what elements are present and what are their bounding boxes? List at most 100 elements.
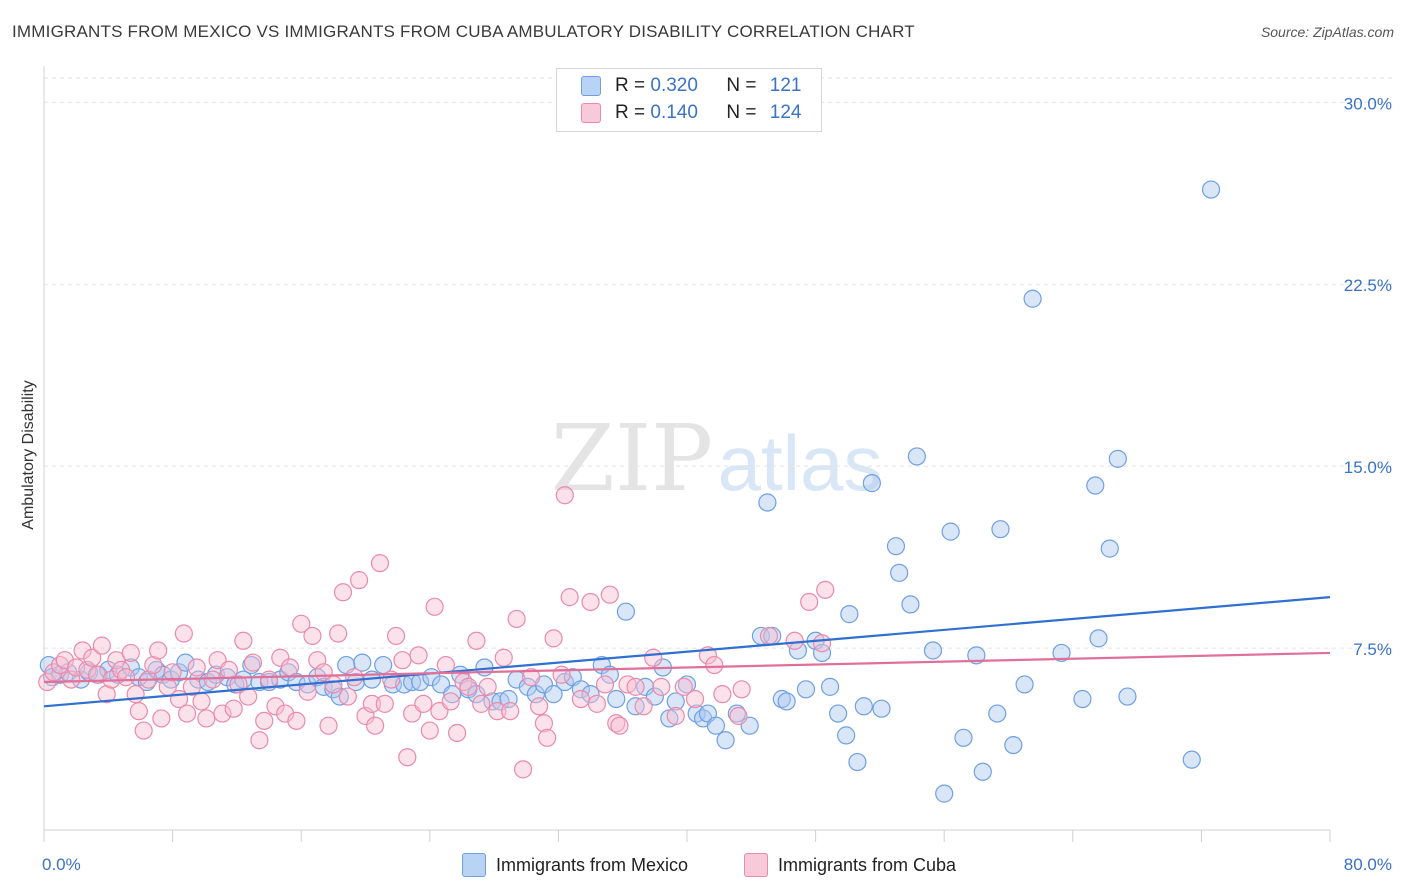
cuba-point bbox=[607, 714, 626, 733]
cuba-point bbox=[414, 694, 433, 713]
cuba-point bbox=[243, 653, 263, 672]
watermark-zip: ZIP bbox=[551, 405, 713, 512]
cuba-point bbox=[362, 694, 382, 713]
cuba-point bbox=[303, 626, 322, 646]
mexico-point bbox=[706, 716, 726, 735]
cuba-point bbox=[729, 706, 748, 726]
mexico-point bbox=[581, 685, 600, 704]
legend-r-value-cuba: 0.140 bbox=[650, 102, 698, 123]
legend-row-cuba: R = 0.140 N = 124 bbox=[581, 101, 801, 125]
axes bbox=[43, 66, 1331, 842]
cuba-point bbox=[581, 592, 600, 612]
cuba-point bbox=[239, 687, 258, 706]
cuba-point bbox=[425, 597, 444, 616]
cuba-point bbox=[276, 704, 295, 723]
legend-r-label: R = bbox=[615, 102, 651, 123]
watermark: ZIP atlas bbox=[551, 405, 882, 512]
x-tick-label: 80.0% bbox=[1344, 855, 1392, 874]
mexico-point bbox=[636, 677, 655, 696]
cuba-point bbox=[544, 629, 563, 648]
cuba-point bbox=[255, 711, 274, 730]
cuba-point bbox=[393, 651, 412, 670]
cuba-point bbox=[685, 689, 705, 709]
mexico-point bbox=[820, 677, 840, 696]
cuba-point bbox=[55, 651, 74, 670]
legend-n-label: N = bbox=[726, 102, 762, 123]
cuba-point bbox=[129, 702, 148, 721]
cuba-point bbox=[666, 706, 685, 726]
bottom-legend-cuba: Immigrants from Cuba bbox=[744, 852, 956, 878]
cuba-point bbox=[626, 677, 645, 696]
cuba-point bbox=[338, 687, 357, 706]
x-tick-labels: 0.0% 80.0% bbox=[42, 855, 1392, 874]
mexico-point bbox=[1023, 289, 1042, 308]
cuba-point bbox=[705, 655, 724, 675]
cuba-point bbox=[73, 641, 92, 660]
correlation-legend: R = 0.320 N = 121 R = 0.140 N = 124 bbox=[556, 68, 822, 132]
bottom-legend-swatch-cuba bbox=[744, 853, 768, 877]
cuba-point bbox=[213, 704, 232, 723]
cuba-point bbox=[144, 655, 163, 675]
cuba-point bbox=[174, 624, 193, 643]
cuba-point bbox=[163, 663, 182, 682]
x-tick-label: 0.0% bbox=[42, 855, 81, 874]
mexico-point bbox=[935, 784, 954, 803]
cuba-point bbox=[116, 668, 136, 687]
mexico-point bbox=[666, 692, 685, 711]
mexico-point bbox=[886, 537, 906, 556]
mexico-point bbox=[1108, 449, 1127, 468]
mexico-point bbox=[973, 762, 992, 781]
cuba-point bbox=[298, 682, 317, 701]
cuba-point bbox=[513, 760, 533, 779]
trend-line-mexico bbox=[43, 596, 1331, 708]
cuba-point bbox=[224, 699, 243, 718]
bottom-legend-swatch-mexico bbox=[462, 853, 486, 877]
cuba-point bbox=[250, 731, 269, 750]
cuba-point bbox=[280, 658, 300, 677]
legend-n-value-mexico: 121 bbox=[769, 75, 802, 96]
cuba-point bbox=[600, 585, 619, 604]
mexico-point bbox=[901, 595, 920, 614]
cuba-point bbox=[134, 721, 153, 740]
mexico-point bbox=[1118, 687, 1137, 706]
cuba-point bbox=[494, 648, 513, 667]
cuba-point bbox=[530, 697, 549, 716]
cuba-point bbox=[459, 677, 478, 696]
cuba-point bbox=[595, 675, 615, 694]
mexico-point bbox=[1073, 689, 1092, 709]
cuba-point bbox=[187, 658, 206, 677]
cuba-point bbox=[488, 702, 507, 721]
mexico-point bbox=[837, 726, 856, 745]
cuba-point bbox=[197, 709, 216, 728]
cuba-point bbox=[812, 634, 832, 653]
mexico-point bbox=[872, 699, 891, 718]
cuba-point bbox=[571, 689, 591, 709]
cuba-point bbox=[375, 694, 394, 713]
bottom-legend-label-cuba: Immigrants from Cuba bbox=[778, 854, 957, 875]
mexico-point bbox=[907, 447, 926, 466]
mexico-point bbox=[840, 605, 859, 624]
mexico-point bbox=[169, 663, 189, 682]
mexico-point bbox=[607, 689, 626, 709]
cuba-point bbox=[319, 716, 338, 735]
legend-swatch-cuba bbox=[581, 103, 601, 123]
mexico-point bbox=[772, 689, 791, 709]
legend-r-label: R = bbox=[615, 75, 651, 96]
mexico-point bbox=[829, 704, 848, 723]
mexico-point bbox=[600, 665, 619, 684]
mexico-point bbox=[923, 641, 943, 660]
mexico-point bbox=[1089, 629, 1108, 648]
bottom-legend-label-mexico: Immigrants from Mexico bbox=[496, 854, 689, 875]
legend-swatch-mexico bbox=[581, 76, 601, 96]
cuba-point bbox=[87, 665, 107, 684]
y-tick-label: 15.0% bbox=[1344, 458, 1392, 477]
grid-lines bbox=[44, 77, 1392, 649]
cuba-point bbox=[121, 643, 140, 663]
cuba-point bbox=[149, 641, 168, 660]
cuba-point bbox=[785, 631, 804, 650]
cuba-point bbox=[83, 648, 102, 667]
mexico-point bbox=[988, 704, 1007, 723]
mexico-point bbox=[890, 563, 909, 582]
legend-r-value-mexico: 0.320 bbox=[650, 75, 698, 96]
